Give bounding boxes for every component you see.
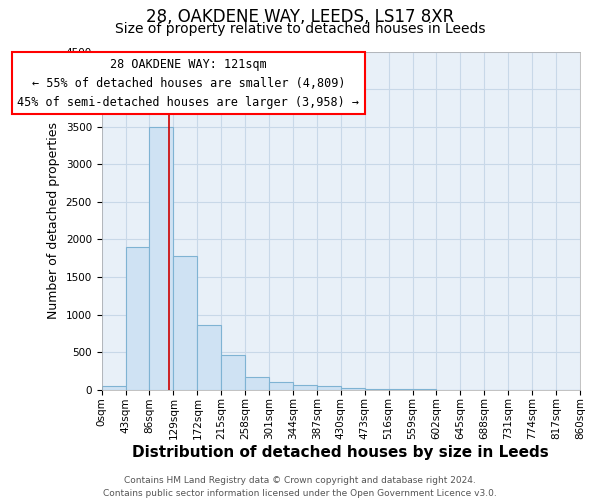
Bar [269,382,293,390]
Bar [293,385,317,390]
Y-axis label: Number of detached properties: Number of detached properties [47,122,60,319]
Text: Size of property relative to detached houses in Leeds: Size of property relative to detached ho… [115,22,485,36]
Bar [365,389,389,390]
Bar [149,126,173,390]
Bar [245,376,269,390]
Bar [197,325,221,390]
Bar [173,256,197,390]
Text: 28, OAKDENE WAY, LEEDS, LS17 8XR: 28, OAKDENE WAY, LEEDS, LS17 8XR [146,8,454,26]
Bar [125,247,149,390]
Bar [317,386,341,390]
Bar [341,388,365,390]
Bar [221,355,245,390]
X-axis label: Distribution of detached houses by size in Leeds: Distribution of detached houses by size … [133,445,549,460]
Text: 28 OAKDENE WAY: 121sqm
← 55% of detached houses are smaller (4,809)
45% of semi-: 28 OAKDENE WAY: 121sqm ← 55% of detached… [17,58,359,108]
Text: Contains HM Land Registry data © Crown copyright and database right 2024.
Contai: Contains HM Land Registry data © Crown c… [103,476,497,498]
Bar [101,386,125,390]
